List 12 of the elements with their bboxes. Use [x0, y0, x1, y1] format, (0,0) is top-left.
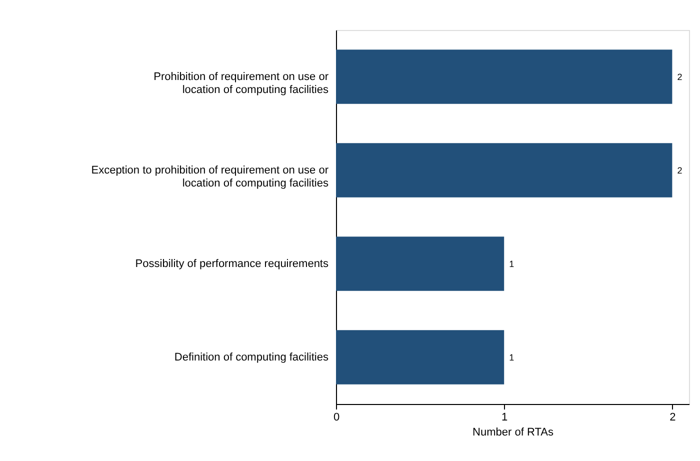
y-tick-label: Definition of computing facilities — [174, 351, 329, 364]
data-label: 1 — [509, 258, 514, 269]
data-label: 2 — [677, 165, 682, 176]
x-tick-label: 2 — [670, 412, 676, 424]
x-tick-label: 0 — [333, 412, 340, 424]
x-axis-title: Number of RTAs — [472, 426, 554, 438]
y-tick-label: Exception to prohibition of requirement on use or location of computing facilities — [91, 164, 329, 190]
data-label: 1 — [509, 352, 514, 362]
y-tick-label: Prohibition of requirement on use or location of computing facilities — [154, 70, 329, 96]
y-tick-label: Possibility of performance requirements — [135, 258, 329, 270]
x-tick-label: 1 — [502, 412, 508, 424]
data-label: 2 — [677, 72, 682, 82]
